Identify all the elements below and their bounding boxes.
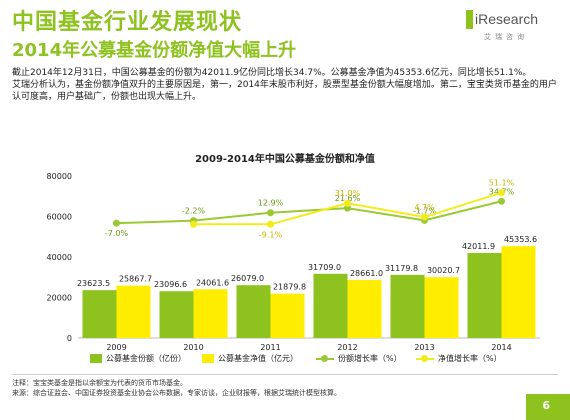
bar-nav — [116, 285, 151, 338]
y-tick-label: 80000 — [47, 172, 72, 181]
y-tick-label: 40000 — [47, 253, 72, 262]
growth-label-share: -7.0% — [105, 229, 129, 238]
bar-nav — [347, 279, 382, 338]
bar-label-nav: 30020.7 — [427, 266, 460, 275]
logo-text: iResearch — [475, 11, 539, 27]
bar-label-nav: 28661.0 — [350, 269, 383, 278]
legend-label-nav-growth: 净值增长率（%） — [438, 354, 502, 363]
chart-title: 2009-2014年中国公募基金份额和净值 — [195, 154, 375, 165]
growth-label-nav: 4.7% — [414, 203, 435, 212]
growth-label-nav: 31.0% — [335, 189, 361, 198]
line-share-growth — [116, 200, 502, 225]
bar-share — [313, 273, 348, 338]
legend-label-nav: 公募基金净值（亿元） — [218, 354, 298, 363]
y-tick-label: 60000 — [47, 213, 72, 222]
footer-divider — [12, 374, 558, 375]
x-tick-label: 2011 — [260, 343, 280, 350]
bar-label-share: 26079.0 — [231, 274, 264, 283]
legend-swatch-share — [90, 354, 102, 363]
point-share-growth — [344, 204, 351, 212]
x-tick-label: 2014 — [491, 343, 511, 350]
bar-nav — [193, 289, 228, 338]
growth-label-nav: 51.1% — [489, 179, 515, 188]
growth-label-share: 21.6% — [335, 194, 361, 203]
y-tick-label: 0 — [67, 334, 72, 343]
bar-label-share: 31179.8 — [385, 264, 418, 273]
iresearch-logo: iResearch 艾瑞咨询 — [466, 10, 556, 44]
logo-mark-icon — [466, 10, 473, 29]
growth-label-nav: -9.1% — [259, 230, 283, 239]
bar-label-nav: 25867.7 — [119, 275, 152, 284]
bar-label-nav: 24061.6 — [196, 278, 229, 287]
footnote-line-1: 注释：宝宝类基金是指以余额宝为代表的货币市场基金。 — [12, 379, 187, 387]
bar-label-share: 23623.5 — [77, 279, 110, 288]
bar-label-share: 31709.0 — [308, 263, 341, 272]
growth-label-share: 12.9% — [258, 199, 284, 208]
point-nav-growth — [498, 189, 505, 197]
logo-cn-text: 艾瑞咨询 — [484, 33, 528, 41]
description: 截止2014年12月31日，中国公募基金的份额为42011.9亿份同比增长34.… — [12, 67, 558, 103]
footnote-line-2: 来源：综合证监会、中国证券投资基金业协会公布数据，专家访谈，企业财报等，根据艾瑞… — [12, 389, 341, 397]
bar-nav — [270, 293, 305, 338]
legend-marker-nav-growth — [421, 355, 428, 362]
bar-label-nav: 45353.6 — [504, 235, 537, 244]
point-nav-growth — [344, 199, 351, 207]
legend-marker-share-growth — [321, 355, 328, 362]
bar-nav — [424, 277, 459, 338]
footnote: 注释：宝宝类基金是指以余额宝为代表的货币市场基金。 来源：综合证监会、中国证券投… — [12, 378, 341, 398]
page-number: 6 — [542, 399, 550, 412]
bar-share — [467, 252, 502, 338]
bar-nav — [501, 246, 536, 338]
bar-label-nav: 21879.8 — [273, 283, 306, 292]
chart-canvas: 0 20000 40000 60000 80000 2009 2010 2011 2012 201… — [47, 172, 540, 350]
description-line-2: 艾瑞分析认为，基金份额净值双升的主要原因是，第一，2014年末股市利好，股票型基… — [12, 80, 557, 102]
chart-legend: 公募基金份额（亿份） 公募基金净值（亿元） 份额增长率（%） 净值增长率（%） — [90, 352, 510, 366]
description-line-1: 截止2014年12月31日，中国公募基金的份额为42011.9亿份同比增长34.… — [12, 68, 532, 78]
y-tick-label: 20000 — [47, 294, 72, 303]
x-tick-label: 2010 — [183, 343, 203, 350]
page-subtitle: 2014年公募基金份额净值大幅上升 — [12, 40, 297, 61]
page-title: 中国基金行业发展现状 — [12, 10, 243, 35]
page-number-box — [526, 394, 570, 420]
x-tick-label: 2012 — [337, 343, 357, 350]
x-tick-label: 2009 — [106, 343, 126, 350]
growth-label-share: -2.2% — [182, 207, 206, 216]
bar-share — [159, 291, 194, 338]
legend-swatch-nav — [202, 354, 214, 363]
bar-share — [82, 290, 117, 338]
growth-label-share: -1.7% — [413, 206, 437, 215]
bar-share — [390, 274, 425, 338]
bar-label-share: 23096.6 — [154, 280, 187, 289]
point-share-growth — [113, 219, 120, 227]
point-share-growth — [267, 209, 274, 217]
point-nav-growth — [267, 220, 274, 228]
bar-label-share: 42011.9 — [462, 242, 495, 251]
x-tick-label: 2013 — [414, 343, 434, 350]
legend-label-share-growth: 份额增长率（%） — [338, 354, 402, 363]
point-share-growth — [498, 197, 505, 205]
point-nav-growth — [421, 213, 428, 221]
legend-label-share: 公募基金份额（亿份） — [106, 354, 186, 363]
point-nav-growth — [190, 220, 197, 228]
bar-share — [236, 285, 271, 338]
